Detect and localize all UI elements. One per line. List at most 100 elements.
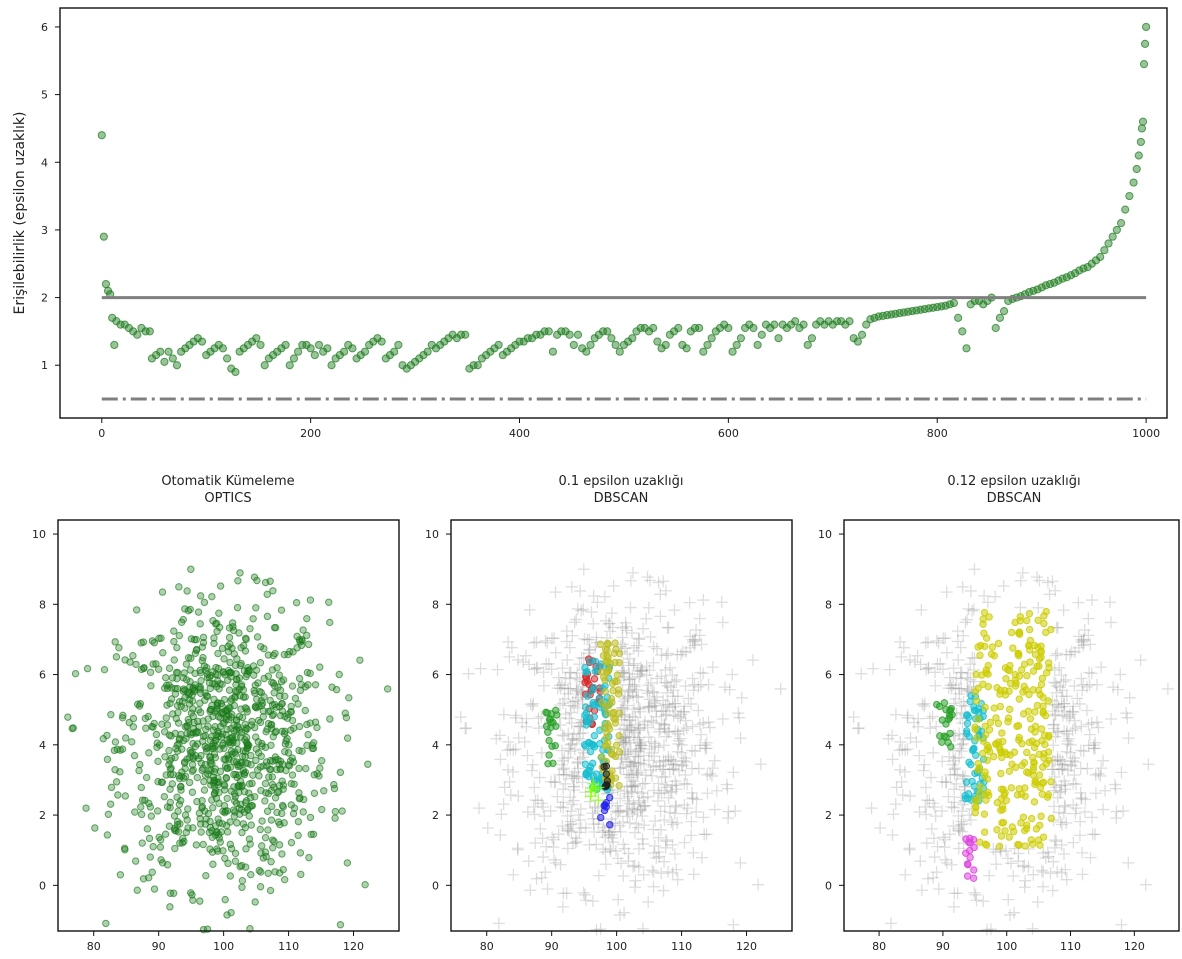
scatter-point — [598, 698, 606, 707]
noise-point — [657, 739, 670, 752]
scatter-point — [271, 623, 280, 632]
noise-point — [546, 831, 559, 844]
scatter-point — [223, 764, 231, 772]
noise-point — [621, 691, 634, 704]
scatter-point — [1028, 737, 1037, 745]
noise-point — [666, 690, 679, 703]
noise-point — [852, 722, 865, 735]
noise-point — [587, 589, 600, 602]
scatter-point — [609, 708, 618, 716]
scatter-point — [115, 643, 123, 652]
scatter-point — [274, 818, 283, 826]
noise-point — [619, 616, 632, 629]
noise-point — [497, 798, 510, 811]
scatter-point — [1044, 697, 1052, 705]
noise-point — [693, 718, 706, 731]
noise-point — [1059, 779, 1072, 792]
scatter-point — [293, 644, 301, 652]
noise-point — [735, 691, 748, 704]
noise-point — [563, 666, 576, 679]
noise-point — [671, 816, 684, 829]
reachability-point — [1137, 124, 1147, 133]
scatter-point — [303, 631, 311, 640]
noise-point — [634, 739, 647, 752]
noise-point — [666, 669, 679, 682]
scatter-point — [994, 639, 1003, 648]
noise-point — [634, 665, 647, 678]
noise-point — [454, 711, 467, 724]
noise-point — [528, 636, 541, 649]
noise-point — [634, 804, 647, 817]
noise-point — [641, 684, 654, 697]
noise-point — [527, 801, 540, 814]
noise-point — [930, 720, 943, 733]
noise-point — [671, 725, 684, 738]
noise-point — [949, 752, 962, 765]
scatter-point — [970, 866, 978, 874]
reachability-point — [949, 298, 959, 308]
noise-point — [618, 785, 631, 798]
noise-point — [633, 722, 646, 735]
noise-point — [562, 751, 575, 764]
noise-point — [584, 790, 597, 803]
noise-point — [939, 632, 952, 645]
scatter-point — [1001, 827, 1009, 835]
scatter-point — [204, 743, 212, 752]
scatter-point — [161, 830, 170, 838]
scatter-point — [271, 794, 280, 802]
noise-point — [523, 658, 536, 671]
noise-point — [951, 768, 964, 781]
scatter-point — [1034, 616, 1042, 625]
noise-point — [686, 672, 699, 685]
noise-point — [1042, 850, 1055, 863]
noise-point — [518, 735, 531, 748]
noise-point — [648, 686, 661, 699]
scatter-point — [196, 620, 204, 628]
scatter-point — [165, 681, 173, 689]
scatter-point — [307, 830, 315, 839]
noise-point — [623, 667, 636, 680]
y-tick-label: 6 — [39, 669, 46, 682]
scatter-point — [150, 719, 158, 728]
noise-point — [1043, 588, 1056, 601]
noise-point — [865, 802, 878, 815]
scatter-point — [983, 775, 992, 783]
noise-point — [1050, 686, 1063, 699]
scatter-point — [195, 809, 204, 817]
noise-point — [685, 829, 698, 842]
scatter-point — [281, 692, 289, 701]
scatter-point — [1030, 798, 1039, 806]
noise-point — [568, 766, 581, 779]
scatter-point — [984, 788, 992, 796]
noise-point — [636, 777, 649, 790]
scatter-point — [219, 807, 227, 815]
scatter-point — [236, 777, 245, 785]
noise-point — [617, 736, 630, 749]
reachability-point — [799, 320, 808, 329]
noise-point — [1092, 721, 1105, 734]
noise-point — [966, 604, 979, 617]
reachability-point — [807, 334, 817, 343]
noise-point — [1058, 799, 1071, 812]
scatter-point — [194, 717, 202, 726]
noise-point — [581, 633, 594, 646]
scatter-point — [175, 583, 183, 591]
noise-point — [1056, 755, 1069, 768]
scatter-point — [259, 713, 267, 721]
noise-point — [918, 758, 931, 771]
scatter-point — [166, 803, 174, 812]
noise-point — [647, 880, 660, 893]
noise-point — [587, 818, 600, 831]
noise-point — [669, 725, 682, 738]
noise-point — [492, 917, 505, 930]
noise-point — [659, 841, 672, 854]
scatter-point — [602, 658, 610, 666]
noise-point — [686, 744, 699, 757]
scatter-point — [208, 796, 216, 804]
scatter-point — [961, 794, 970, 803]
scatter-point — [983, 741, 991, 750]
noise-point — [847, 711, 860, 724]
noise-point — [614, 857, 627, 870]
scatter-point — [166, 903, 174, 911]
scatter-point — [965, 732, 973, 741]
